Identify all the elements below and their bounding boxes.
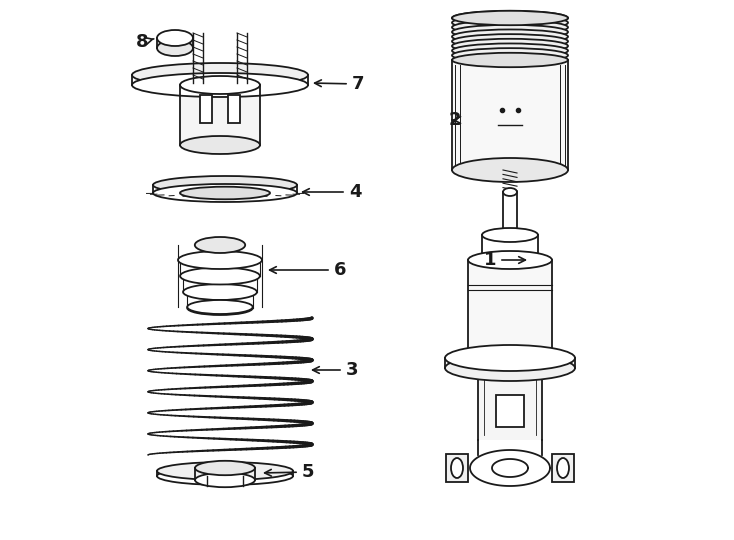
Ellipse shape	[132, 73, 308, 97]
Bar	[446, 454, 468, 482]
Ellipse shape	[468, 251, 552, 269]
Ellipse shape	[452, 43, 568, 58]
Ellipse shape	[157, 40, 193, 56]
Ellipse shape	[132, 63, 308, 87]
Ellipse shape	[178, 251, 262, 269]
Ellipse shape	[452, 11, 568, 25]
Text: 5: 5	[265, 463, 314, 481]
Bar	[200, 95, 212, 123]
Text: 8: 8	[136, 33, 154, 51]
Ellipse shape	[187, 301, 252, 315]
Ellipse shape	[452, 11, 568, 25]
Ellipse shape	[157, 462, 293, 480]
Ellipse shape	[452, 158, 568, 182]
Ellipse shape	[157, 30, 193, 46]
Ellipse shape	[180, 267, 260, 285]
Ellipse shape	[183, 284, 257, 300]
Bar	[180, 85, 260, 145]
Text: 4: 4	[302, 183, 361, 201]
Bar	[228, 95, 240, 123]
Text: 6: 6	[269, 261, 346, 279]
Ellipse shape	[557, 458, 569, 478]
Ellipse shape	[445, 355, 575, 381]
Bar	[468, 260, 552, 360]
Ellipse shape	[180, 187, 270, 199]
Ellipse shape	[180, 76, 260, 94]
Text: 1: 1	[484, 251, 526, 269]
Ellipse shape	[153, 176, 297, 194]
Ellipse shape	[452, 25, 568, 39]
Bar	[496, 395, 524, 427]
Ellipse shape	[452, 16, 568, 30]
Text: 2: 2	[448, 111, 461, 129]
Bar	[478, 368, 542, 440]
Bar	[552, 454, 574, 482]
Ellipse shape	[452, 48, 568, 63]
Ellipse shape	[452, 34, 568, 49]
Ellipse shape	[452, 20, 568, 35]
Ellipse shape	[195, 473, 255, 487]
Bar	[452, 60, 568, 170]
Ellipse shape	[452, 30, 568, 44]
Ellipse shape	[452, 53, 568, 67]
Ellipse shape	[503, 188, 517, 196]
Ellipse shape	[153, 184, 297, 202]
Ellipse shape	[195, 461, 255, 475]
Ellipse shape	[445, 345, 575, 371]
Ellipse shape	[195, 237, 245, 253]
Ellipse shape	[157, 467, 293, 485]
Ellipse shape	[482, 228, 538, 242]
Ellipse shape	[452, 39, 568, 53]
Text: 3: 3	[313, 361, 358, 379]
Text: 7: 7	[315, 75, 364, 93]
Ellipse shape	[482, 253, 538, 267]
Ellipse shape	[187, 300, 252, 314]
Ellipse shape	[180, 136, 260, 154]
Ellipse shape	[451, 458, 463, 478]
